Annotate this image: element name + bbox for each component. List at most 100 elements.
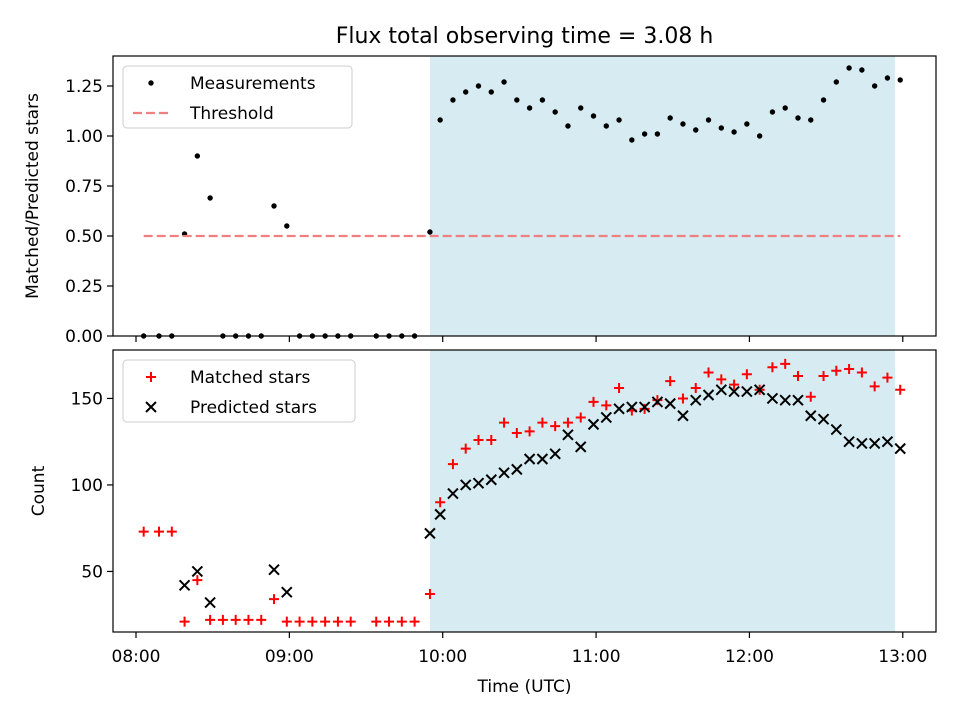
data-point — [384, 616, 395, 627]
data-point — [434, 508, 446, 521]
data-point — [486, 434, 497, 445]
data-point — [716, 374, 727, 385]
data-point — [767, 362, 778, 373]
data-point — [856, 367, 867, 378]
data-point — [729, 379, 740, 390]
data-point — [833, 79, 840, 85]
x-tick-label: 13:00 — [878, 647, 927, 667]
data-point — [590, 113, 597, 119]
data-point — [665, 376, 676, 387]
data-point — [792, 394, 804, 406]
data-point — [427, 229, 433, 235]
axes-frame — [112, 349, 937, 633]
axes-frame — [112, 55, 937, 337]
data-point — [320, 616, 331, 627]
data-point — [511, 428, 522, 439]
data-point — [178, 579, 191, 591]
y-axis-label: Count — [29, 465, 49, 516]
y-tick-label: 1.00 — [65, 127, 103, 147]
data-point — [817, 413, 830, 425]
data-point — [191, 565, 204, 578]
data-point — [460, 479, 472, 491]
data-point — [284, 223, 290, 229]
data-point — [217, 614, 228, 625]
data-point — [856, 437, 868, 450]
data-point — [498, 467, 510, 479]
data-point — [677, 393, 688, 404]
data-point — [693, 127, 699, 133]
chart-title: Flux total observing time = 3.08 h — [336, 24, 714, 49]
data-point — [795, 115, 801, 121]
data-point — [207, 195, 213, 201]
data-point — [831, 365, 842, 376]
data-point — [677, 410, 689, 422]
data-point — [830, 423, 843, 436]
data-point — [550, 421, 561, 432]
x-axis-label: Time (UTC) — [477, 677, 572, 697]
data-point — [501, 79, 507, 85]
data-point — [654, 131, 661, 137]
data-point — [536, 453, 549, 465]
data-point — [779, 394, 791, 406]
data-point — [243, 614, 254, 625]
data-point — [194, 153, 201, 159]
legend-label: Measurements — [190, 74, 316, 94]
data-point — [782, 105, 788, 111]
data-point — [192, 575, 203, 586]
data-point — [578, 105, 584, 111]
data-point — [230, 614, 241, 625]
legend-box — [122, 359, 356, 423]
data-point — [587, 418, 600, 431]
data-point — [614, 383, 625, 394]
data-point — [808, 117, 814, 123]
data-point — [756, 133, 763, 139]
data-point — [154, 526, 165, 537]
data-point — [652, 395, 663, 406]
data-point — [460, 443, 471, 454]
data-point — [179, 616, 190, 627]
data-point — [731, 129, 737, 135]
data-point — [818, 370, 829, 381]
data-point — [499, 417, 510, 428]
data-point — [345, 616, 356, 627]
legend-swatch — [148, 80, 154, 86]
x-tick-label: 10:00 — [418, 647, 467, 667]
data-point — [868, 437, 881, 450]
data-point — [269, 594, 280, 605]
data-point — [741, 369, 752, 380]
legend-swatch — [145, 401, 157, 413]
data-point — [680, 121, 686, 127]
data-point — [447, 487, 459, 500]
data-point — [805, 410, 817, 422]
data-point — [575, 441, 587, 453]
data-point — [424, 527, 436, 540]
data-point — [588, 396, 599, 407]
data-point — [549, 448, 561, 460]
data-point — [523, 453, 536, 465]
data-point — [488, 89, 494, 95]
legend: Measurements Threshold — [122, 65, 353, 129]
legend-label: Threshold — [189, 104, 274, 124]
data-point — [664, 397, 676, 410]
data-point — [409, 616, 420, 627]
data-point — [537, 417, 548, 428]
data-point — [753, 384, 766, 396]
data-point — [651, 396, 664, 408]
legend-label: Predicted stars — [190, 398, 317, 418]
y-tick-label: 0.50 — [65, 227, 103, 247]
data-point — [514, 97, 520, 103]
data-point — [805, 391, 816, 402]
data-point — [600, 411, 612, 424]
data-point — [552, 109, 558, 115]
data-point — [539, 97, 546, 103]
data-point — [843, 435, 855, 448]
data-point — [629, 137, 635, 143]
data-point — [437, 117, 443, 123]
data-point — [472, 477, 485, 489]
series-predicted-stars — [178, 384, 906, 609]
data-point — [882, 372, 893, 383]
data-point — [294, 616, 305, 627]
y-tick-label: 100 — [71, 476, 103, 496]
data-point — [565, 123, 571, 129]
data-point — [820, 97, 827, 103]
